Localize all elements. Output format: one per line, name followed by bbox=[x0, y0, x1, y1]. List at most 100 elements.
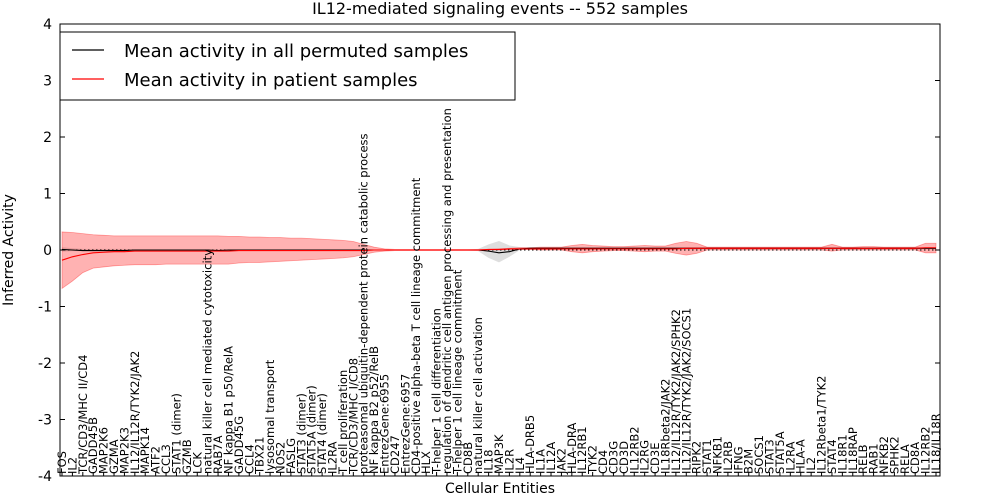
x-category-label: MAPK14 bbox=[138, 427, 152, 474]
x-category-label: HLX bbox=[419, 451, 433, 474]
x-category-label: IL12/IL12R/TYK2/JAK2 bbox=[128, 351, 142, 474]
y-tick-label: 0 bbox=[43, 243, 52, 259]
x-category-label: TCR/CD3/MHC II/CD4 bbox=[76, 355, 90, 475]
x-category-label: MAP3K bbox=[492, 434, 506, 474]
x-category-label: NF kappa B2 p52/RelB bbox=[367, 346, 381, 474]
x-category-label: RAB1 bbox=[867, 443, 881, 474]
legend-label-patient: Mean activity in patient samples bbox=[124, 70, 418, 91]
x-category-label: B2M bbox=[742, 449, 756, 474]
permuted-confidence-band bbox=[62, 240, 936, 263]
x-category-label: CD247 bbox=[388, 435, 402, 474]
x-category-label: NOS2 bbox=[274, 442, 288, 474]
x-category-label: CCL4 bbox=[242, 444, 256, 474]
x-category-label: LCK bbox=[190, 452, 204, 474]
x-category-label: RIPK2 bbox=[690, 441, 704, 474]
x-category-label: MAP2K3 bbox=[117, 427, 131, 474]
x-category-label: NF kappa B1 p50/RelA bbox=[221, 346, 235, 474]
x-category-label: JAK2 bbox=[554, 448, 568, 475]
x-category-label: IL2RB bbox=[721, 441, 735, 474]
y-tick-label: 1 bbox=[43, 187, 52, 203]
x-category-label: RAB7A bbox=[211, 435, 225, 474]
x-category-label: SPHK2 bbox=[887, 436, 901, 474]
x-category-label: IL18 bbox=[482, 450, 496, 474]
x-category-label: IL18Rbeta2/JAK2 bbox=[658, 379, 672, 474]
x-category-label: NFKB1 bbox=[711, 436, 725, 474]
x-category-label: NFKB2 bbox=[877, 436, 891, 474]
x-category-label: HLA-DRB5 bbox=[523, 415, 537, 474]
x-category-label: IL2RA bbox=[783, 441, 797, 474]
x-category-label: TYK2 bbox=[586, 445, 600, 475]
x-category-label: MAP2K6 bbox=[97, 427, 111, 474]
x-category-label: IL18R1 bbox=[835, 434, 849, 474]
x-category-label: IL18/IL18R bbox=[929, 413, 943, 474]
x-category-label: STAT5A bbox=[773, 431, 787, 474]
x-category-label: GADD45G bbox=[232, 416, 246, 474]
x-category-label: FOS bbox=[55, 451, 69, 474]
chart-title: IL12-mediated signaling events -- 552 sa… bbox=[312, 0, 688, 18]
x-category-label: regulation of dendritic cell antigen pro… bbox=[440, 108, 454, 474]
x-category-label: SOCS1 bbox=[752, 435, 766, 474]
x-category-label: IFNG bbox=[731, 446, 745, 474]
x-category-label: T-helper 1 cell lineage commitment bbox=[450, 269, 464, 475]
x-category-label: STAT4 (dimer) bbox=[315, 393, 329, 474]
x-category-label: EntrezGene:6957 bbox=[398, 374, 412, 474]
y-axis-title: Inferred Activity bbox=[1, 194, 17, 306]
x-category-label: STAT3 (dimer) bbox=[294, 393, 308, 474]
x-category-label: IL12RB1 bbox=[575, 426, 589, 474]
x-category-label: IL18RAP bbox=[846, 427, 860, 474]
y-tick-label: -3 bbox=[38, 413, 52, 429]
x-category-label: TCR/CD3/MHC I/CD8 bbox=[346, 358, 360, 475]
x-category-label: IL1A bbox=[534, 449, 548, 474]
x-category-label: FASLG bbox=[284, 438, 298, 474]
x-category-label: TBX21 bbox=[253, 437, 267, 475]
x-category-label: IL12Rbeta1/TYK2 bbox=[815, 376, 829, 474]
y-tick-label: -2 bbox=[38, 356, 52, 372]
x-category-label: EntrezGene:6955 bbox=[378, 374, 392, 474]
x-category-label: IL2 bbox=[804, 457, 818, 474]
x-category-label: GZMB bbox=[180, 439, 194, 474]
x-category-label: IL12/IL12R/TYK2/JAK2/SPHK2 bbox=[669, 309, 683, 474]
legend-box bbox=[59, 31, 516, 101]
x-category-label: RELA bbox=[898, 444, 912, 474]
x-category-label: STAT1 bbox=[700, 439, 714, 474]
x-category-label: ATF2 bbox=[149, 446, 163, 474]
x-category-label: IL4 bbox=[513, 457, 527, 474]
x-category-label: HLA-A bbox=[794, 439, 808, 474]
x-category-label: IL12RB2 bbox=[627, 426, 641, 474]
x-category-label: CD4 bbox=[596, 450, 610, 474]
x-category-label: proteasomal ubiquitin-dependent protein … bbox=[357, 133, 371, 474]
x-category-label: IL12/IL12R/TYK2/JAK2/SOCS1 bbox=[679, 308, 693, 474]
x-axis-title: Cellular Entities bbox=[445, 481, 555, 497]
plot-area bbox=[60, 231, 940, 290]
plot-frame bbox=[59, 23, 941, 477]
x-category-label: CCL3 bbox=[159, 444, 173, 474]
x-category-label: IL2RA bbox=[326, 441, 340, 474]
x-category-label: lysosomal transport bbox=[263, 359, 277, 474]
x-category-label: natural killer cell mediated cytotoxicit… bbox=[201, 249, 215, 474]
x-category-label: IL12RB2 bbox=[919, 426, 933, 474]
x-category-label: CD4-positive alpha-beta T cell lineage c… bbox=[409, 177, 423, 474]
x-category-label: IL2R bbox=[502, 449, 516, 474]
x-category-label: IL12A bbox=[544, 442, 558, 474]
x-category-label: T cell proliferation bbox=[336, 370, 350, 475]
x-category-label: IL2 bbox=[65, 457, 79, 474]
y-tick-label: 3 bbox=[43, 74, 52, 90]
y-tick-label: -1 bbox=[38, 300, 52, 316]
x-category-label: STAT3 bbox=[763, 439, 777, 474]
legend: Mean activity in all permuted samples Me… bbox=[59, 31, 516, 101]
y-tick-label: 4 bbox=[43, 17, 52, 33]
y-tick-label: 2 bbox=[43, 130, 52, 146]
x-category-label: CD3G bbox=[606, 441, 620, 474]
patient-confidence-band bbox=[61, 231, 937, 290]
y-tick-label: -4 bbox=[38, 469, 52, 485]
x-category-label: STAT4 bbox=[825, 439, 839, 474]
x-category-label: RELB bbox=[856, 444, 870, 474]
x-category-label: T-helper 1 cell differentiation bbox=[430, 308, 444, 475]
x-category-label: CD8B bbox=[461, 442, 475, 474]
x-category-label: GADD45B bbox=[86, 417, 100, 474]
x-category-label: CD3D bbox=[617, 441, 631, 474]
x-category-label: STAT5A (dimer) bbox=[305, 385, 319, 474]
x-category-label: HLA-DRA bbox=[565, 423, 579, 474]
x-category-label: GZMA bbox=[107, 439, 121, 474]
